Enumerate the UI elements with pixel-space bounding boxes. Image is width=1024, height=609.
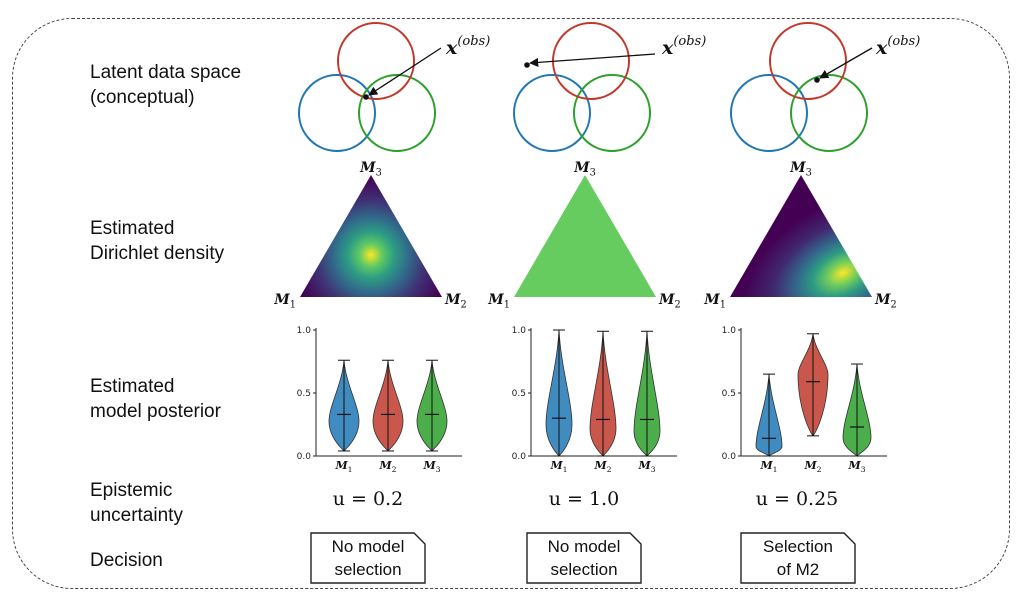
rounded-frame <box>12 18 1010 589</box>
violin-plot: 0.0 0.5 1.0 M1 M2 M3 <box>722 326 887 474</box>
dirichlet-simplex: M3 M1 M2 <box>703 160 897 310</box>
vertex-label-m2: M2 <box>444 292 467 310</box>
uncertainty-value: u = 1.0 <box>548 488 620 510</box>
arrow <box>368 47 442 96</box>
row-label-latent: Latent data space (conceptual) <box>90 60 241 110</box>
circle-m1 <box>730 74 808 152</box>
vertex-label-m3: M3 <box>573 160 596 179</box>
row-label-dirichlet-line2: Dirichlet density <box>90 243 225 264</box>
x-tick-label: M2 <box>593 459 611 474</box>
row-label-posterior-line1: Estimated <box>90 376 175 397</box>
decision-text-line1: Selection <box>763 537 833 556</box>
row-label-decision: Decision <box>90 550 163 571</box>
obs-label: x(obs) <box>661 34 706 59</box>
dirichlet-simplex: M3 M1 M2 <box>487 160 681 310</box>
note-box-outline <box>310 532 426 584</box>
y-tick-label: 0.5 <box>297 389 311 399</box>
decision-text-line1: No model <box>331 537 405 556</box>
y-tick-label: 1.0 <box>297 326 312 336</box>
row-label-dirichlet: Estimated Dirichlet density <box>90 216 224 266</box>
x-tick-label: M3 <box>422 459 440 474</box>
row-label-dirichlet-line1: Estimated <box>90 218 175 239</box>
y-tick-label: 0.0 <box>722 452 737 462</box>
circle-m1 <box>513 74 591 152</box>
density-fill <box>300 175 442 297</box>
venn-diagram: x(obs) <box>730 22 920 152</box>
decision-text-line2: of M2 <box>776 560 820 579</box>
y-tick-label: 0.0 <box>512 452 527 462</box>
density-fill <box>514 175 656 297</box>
x-tick-label: M1 <box>334 459 352 474</box>
arrow <box>819 47 873 79</box>
y-tick-label: 0.0 <box>297 452 312 462</box>
arrow <box>529 53 656 67</box>
obs-label: x(obs) <box>445 34 490 59</box>
decision-text-line2: selection <box>550 560 618 579</box>
circle-m1 <box>298 74 376 152</box>
note-box-outline <box>740 532 856 584</box>
vertex-label-m3: M3 <box>789 160 812 179</box>
x-tick-label: M3 <box>637 459 655 474</box>
uncertainty-value: u = 0.2 <box>332 488 404 510</box>
vertex-label-m2: M2 <box>874 292 897 310</box>
decision-box: No model selection <box>310 532 426 584</box>
row-label-uncertainty: Epistemic uncertainty <box>90 478 183 528</box>
violin-plot: 0.0 0.5 1.0 M1 M2 M3 <box>297 326 462 474</box>
observation-dot <box>363 94 369 100</box>
vertex-label-m1: M1 <box>487 292 510 310</box>
violin-plot: 0.0 0.5 1.0 M1 M2 M3 <box>512 326 677 474</box>
row-label-posterior-line2: model posterior <box>90 401 221 422</box>
row-label-posterior: Estimated model posterior <box>90 374 221 424</box>
circle-m3 <box>573 74 651 152</box>
row-label-uncertainty-line1: Epistemic <box>90 480 173 501</box>
decision-text-line2: selection <box>334 560 402 579</box>
uncertainty-value: u = 0.25 <box>755 488 839 510</box>
y-tick-label: 0.5 <box>722 389 736 399</box>
venn-diagram: x(obs) <box>298 22 490 152</box>
density-fill <box>730 175 872 297</box>
obs-label: x(obs) <box>875 34 920 59</box>
y-tick-label: 0.5 <box>512 389 526 399</box>
circle-m3 <box>358 74 436 152</box>
venn-diagram: x(obs) <box>513 22 706 152</box>
y-tick-label: 1.0 <box>512 326 527 336</box>
observation-dot <box>814 77 820 83</box>
x-tick-label: M1 <box>759 459 777 474</box>
dirichlet-simplex: M3 M1 M2 <box>273 160 467 310</box>
row-label-uncertainty-line2: uncertainty <box>90 505 183 526</box>
vertex-label-m2: M2 <box>658 292 681 310</box>
vertex-label-m3: M3 <box>359 160 382 179</box>
note-box-outline <box>526 532 642 584</box>
x-tick-label: M3 <box>847 459 865 474</box>
x-tick-label: M2 <box>803 459 821 474</box>
x-tick-label: M2 <box>378 459 396 474</box>
circle-m2 <box>769 22 847 100</box>
row-label-latent-line2: (conceptual) <box>90 87 195 108</box>
y-tick-label: 1.0 <box>722 326 737 336</box>
decision-box: No model selection <box>526 532 642 584</box>
circle-m3 <box>790 74 868 152</box>
observation-dot <box>524 62 530 68</box>
row-label-latent-line1: Latent data space <box>90 62 242 83</box>
decision-text-line1: No model <box>547 537 621 556</box>
circle-m2 <box>337 22 415 100</box>
vertex-label-m1: M1 <box>273 292 296 310</box>
x-tick-label: M1 <box>549 459 567 474</box>
vertex-label-m1: M1 <box>703 292 726 310</box>
decision-box: Selection of M2 <box>740 532 856 584</box>
